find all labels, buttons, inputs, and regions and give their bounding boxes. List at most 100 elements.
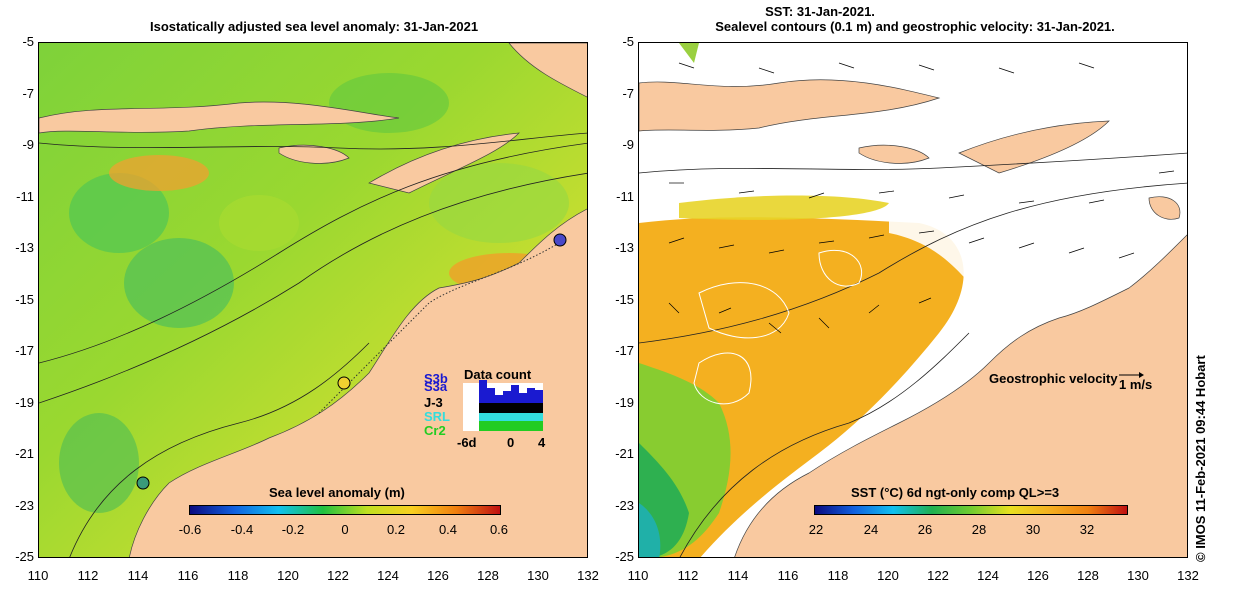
sla-colorbar-tick: -0.6 bbox=[178, 522, 202, 537]
y-tick-right: -17 bbox=[615, 343, 634, 358]
x-tick-right: 124 bbox=[977, 568, 999, 583]
y-tick-right: -13 bbox=[615, 240, 634, 255]
y-tick-left: -25 bbox=[15, 549, 34, 564]
y-tick-left: -13 bbox=[15, 240, 34, 255]
y-tick-left: -11 bbox=[16, 189, 34, 204]
australia-land bbox=[129, 208, 587, 557]
x-tick-left: 132 bbox=[577, 568, 599, 583]
satellite-label-j3: J-3 bbox=[424, 395, 443, 410]
tide-gauge-marker bbox=[337, 376, 351, 390]
sla-colorbar-tick: -0.2 bbox=[281, 522, 305, 537]
y-tick-left: -17 bbox=[15, 343, 34, 358]
tide-gauge-marker bbox=[553, 233, 567, 247]
sla-blob bbox=[429, 163, 569, 243]
y-tick-left: -21 bbox=[15, 446, 34, 461]
sla-low-blob bbox=[69, 173, 169, 253]
sla-colorbar-label: Sea level anomaly (m) bbox=[269, 485, 405, 500]
left-map-title: Isostatically adjusted sea level anomaly… bbox=[150, 19, 479, 34]
sst-colorbar-tick: 26 bbox=[917, 522, 933, 537]
x-tick-left: 110 bbox=[27, 568, 49, 583]
sst-colorbar-tick: 28 bbox=[971, 522, 987, 537]
x-tick-right: 110 bbox=[627, 568, 649, 583]
sea-level-anomaly-map: Data count S3b S3a J-3 SRL Cr2 -6d 0 4 S… bbox=[38, 42, 588, 558]
x-tick-right: 128 bbox=[1077, 568, 1099, 583]
imos-credit: © IMOS 11-Feb-2021 09:44 Hobart bbox=[1193, 355, 1208, 562]
x-tick-left: 130 bbox=[527, 568, 549, 583]
satellite-label-s3a: S3a bbox=[424, 379, 448, 394]
x-tick-left: 118 bbox=[227, 568, 249, 583]
y-tick-left: -5 bbox=[22, 34, 34, 49]
bathymetry-contour bbox=[39, 142, 587, 364]
sla-blob bbox=[219, 195, 299, 251]
sst-region bbox=[679, 43, 699, 63]
right-map-title-line2: Sealevel contours (0.1 m) and geostrophi… bbox=[715, 19, 1115, 34]
sst-colorbar-tick: 24 bbox=[863, 522, 879, 537]
x-tick-right: 112 bbox=[677, 568, 699, 583]
white-contour bbox=[698, 282, 790, 339]
java-island bbox=[39, 101, 400, 134]
sst-colorbar-label: SST (°C) 6d ngt-only comp QL>=3 bbox=[851, 485, 1060, 500]
sla-high-blob bbox=[109, 155, 209, 191]
data-count-xtick: 0 bbox=[507, 435, 515, 450]
tide-gauge-marker bbox=[136, 476, 150, 490]
x-tick-left: 112 bbox=[77, 568, 99, 583]
sumba-island bbox=[278, 144, 350, 164]
sla-map-graphic bbox=[39, 43, 587, 557]
sst-map-graphic bbox=[639, 43, 1187, 557]
sst-coolest-region bbox=[639, 503, 661, 557]
velocity-scale-arrowhead bbox=[1139, 372, 1144, 378]
x-tick-right: 114 bbox=[727, 568, 749, 583]
x-tick-left: 114 bbox=[127, 568, 149, 583]
y-tick-right: -21 bbox=[615, 446, 634, 461]
australia-land bbox=[734, 234, 1187, 557]
y-tick-right: -5 bbox=[622, 34, 634, 49]
sealevel-contour bbox=[639, 182, 1187, 344]
x-tick-right: 116 bbox=[777, 568, 799, 583]
sla-colorbar-tick: 0.2 bbox=[386, 522, 406, 537]
sla-low-blob bbox=[59, 413, 139, 513]
x-tick-right: 122 bbox=[927, 568, 949, 583]
cloud-mask bbox=[889, 201, 1119, 293]
x-tick-left: 128 bbox=[477, 568, 499, 583]
y-tick-right: -23 bbox=[615, 498, 634, 513]
island bbox=[1148, 196, 1181, 220]
x-tick-left: 124 bbox=[377, 568, 399, 583]
x-tick-right: 118 bbox=[827, 568, 849, 583]
sla-low-blob bbox=[124, 238, 234, 328]
y-tick-right: -11 bbox=[616, 189, 634, 204]
white-contour bbox=[693, 352, 752, 405]
sst-colorbar-tick: 32 bbox=[1079, 522, 1095, 537]
white-contour bbox=[818, 249, 863, 287]
x-tick-left: 126 bbox=[427, 568, 449, 583]
right-map-title-line1: SST: 31-Jan-2021. bbox=[765, 4, 875, 19]
satellite-label-cr2: Cr2 bbox=[424, 423, 446, 438]
bathymetry-contour bbox=[69, 342, 370, 557]
papua-land bbox=[508, 43, 587, 98]
data-count-chart bbox=[463, 380, 543, 431]
sla-colorbar-tick: 0.4 bbox=[438, 522, 458, 537]
sealevel-contour bbox=[639, 152, 1187, 174]
java-island bbox=[639, 79, 941, 132]
sla-colorbar-tick: 0 bbox=[341, 522, 349, 537]
y-tick-left: -7 bbox=[22, 86, 34, 101]
satellite-label-srl: SRL bbox=[424, 409, 450, 424]
sst-colorbar-tick: 30 bbox=[1025, 522, 1041, 537]
satellite-label-s3b: S3b bbox=[424, 371, 448, 386]
sla-low-blob bbox=[329, 73, 449, 133]
x-tick-left: 122 bbox=[327, 568, 349, 583]
y-tick-right: -19 bbox=[615, 395, 634, 410]
y-tick-left: -19 bbox=[15, 395, 34, 410]
velocity-scale-label: 1 m/s bbox=[1119, 377, 1153, 392]
bathymetry-contour bbox=[39, 132, 587, 150]
timor-island bbox=[368, 132, 520, 194]
data-count-title: Data count bbox=[464, 367, 532, 382]
x-tick-left: 116 bbox=[177, 568, 199, 583]
sumba-island bbox=[858, 144, 930, 164]
y-tick-right: -9 bbox=[622, 137, 634, 152]
x-tick-right: 130 bbox=[1127, 568, 1149, 583]
y-tick-right: -7 bbox=[622, 86, 634, 101]
x-tick-right: 132 bbox=[1177, 568, 1199, 583]
sla-colorbar-tick: -0.4 bbox=[230, 522, 254, 537]
velocity-arrows bbox=[668, 62, 1175, 334]
velocity-label: Geostrophic velocity bbox=[989, 371, 1118, 386]
